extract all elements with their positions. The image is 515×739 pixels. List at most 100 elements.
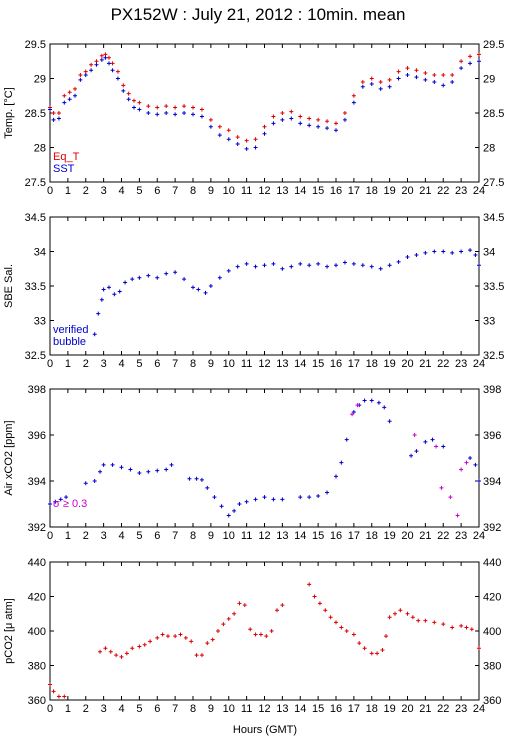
- data-point: [355, 403, 360, 408]
- data-point: [92, 479, 97, 483]
- data-point: [298, 495, 303, 500]
- data-point: [414, 68, 419, 73]
- y-tick-label-right: 29.5: [483, 39, 504, 51]
- y-tick-label-right: 34: [483, 247, 495, 259]
- data-point: [183, 635, 188, 640]
- x-tick-label: 19: [384, 703, 396, 715]
- x-tick-label: 2: [83, 703, 89, 715]
- data-point: [387, 615, 392, 620]
- x-tick-label: 14: [294, 185, 306, 197]
- data-point: [468, 61, 473, 66]
- data-point: [269, 629, 274, 633]
- data-point: [441, 73, 446, 78]
- data-point: [99, 57, 104, 62]
- data-point: [339, 460, 344, 465]
- data-point: [342, 260, 347, 265]
- data-point: [142, 642, 147, 647]
- data-point: [271, 121, 276, 126]
- data-point: [464, 460, 469, 465]
- data-point: [423, 439, 428, 444]
- panel-2: 0 1 2 3 4 5 6 7 8 9 10 11 12 13 14 15 16 17 18 19 20 21 22 23 24…: [3, 212, 504, 370]
- x-tick-label: 5: [136, 703, 142, 715]
- x-tick-label: 1: [65, 703, 71, 715]
- y-tick-label-right: 392: [483, 522, 501, 534]
- data-point: [328, 615, 333, 620]
- data-point: [455, 513, 460, 518]
- data-point: [164, 104, 169, 109]
- data-point: [199, 114, 204, 119]
- data-point: [414, 449, 419, 454]
- data-point: [199, 107, 204, 112]
- x-tick-label: 3: [101, 703, 107, 715]
- data-point: [473, 252, 478, 257]
- data-point: [64, 495, 69, 500]
- data-point: [164, 271, 169, 276]
- x-tick-label: 11: [241, 530, 252, 542]
- data-point: [208, 284, 213, 288]
- data-point: [459, 66, 464, 71]
- x-tick-label: 14: [294, 703, 306, 715]
- x-tick-label: 21: [419, 703, 431, 715]
- x-tick-label: 7: [172, 185, 178, 197]
- data-point: [369, 651, 374, 656]
- data-point: [199, 653, 204, 658]
- data-point: [351, 410, 356, 414]
- data-point: [316, 124, 321, 129]
- data-point: [226, 268, 231, 273]
- data-point: [99, 297, 104, 302]
- y-tick-label-right: 400: [483, 626, 501, 638]
- data-point: [262, 263, 267, 268]
- legend-entry: σ ≥ 0.3: [53, 498, 87, 510]
- data-point: [106, 285, 111, 290]
- data-point: [312, 594, 317, 599]
- x-tick-label: 12: [258, 185, 270, 197]
- data-point: [342, 117, 347, 122]
- data-point: [325, 490, 330, 495]
- data-point: [99, 53, 104, 58]
- y-tick-label: 398: [28, 384, 46, 396]
- data-point: [130, 277, 135, 282]
- y-axis-label: SBE Sal.: [3, 264, 15, 308]
- data-point: [459, 249, 464, 254]
- data-point: [110, 462, 115, 467]
- data-point: [450, 625, 455, 630]
- x-tick-label: 12: [258, 703, 270, 715]
- x-tick-label: 11: [241, 185, 252, 197]
- data-point: [262, 124, 267, 129]
- data-point: [244, 138, 249, 143]
- data-point: [164, 467, 169, 472]
- x-tick-label: 8: [190, 185, 196, 197]
- data-point: [350, 412, 355, 417]
- y-tick-label: 33: [34, 316, 46, 328]
- data-point: [189, 639, 194, 644]
- data-point: [325, 119, 330, 124]
- data-point: [307, 116, 312, 121]
- data-point: [405, 66, 410, 71]
- x-tick-label: 15: [312, 185, 324, 197]
- y-tick-label: 396: [28, 430, 46, 442]
- y-tick-label-right: 360: [483, 695, 501, 707]
- data-point: [51, 117, 56, 122]
- data-point: [450, 250, 455, 255]
- data-point: [73, 86, 78, 91]
- data-point: [110, 68, 115, 73]
- data-point: [132, 98, 137, 103]
- data-point: [165, 634, 170, 639]
- y-tick-label-right: 420: [483, 592, 501, 604]
- data-point: [98, 649, 103, 654]
- data-point: [173, 112, 178, 117]
- y-tick-label: 394: [28, 476, 46, 488]
- data-point: [477, 52, 481, 57]
- data-point: [62, 93, 67, 98]
- data-point: [94, 59, 99, 64]
- data-point: [307, 582, 312, 587]
- data-point: [210, 637, 215, 642]
- data-point: [387, 263, 392, 268]
- data-point: [226, 137, 231, 142]
- x-tick-label: 5: [136, 185, 142, 197]
- data-point: [173, 105, 178, 110]
- data-point: [351, 93, 356, 98]
- data-point: [253, 264, 258, 269]
- data-point: [398, 608, 403, 613]
- data-point: [242, 603, 247, 608]
